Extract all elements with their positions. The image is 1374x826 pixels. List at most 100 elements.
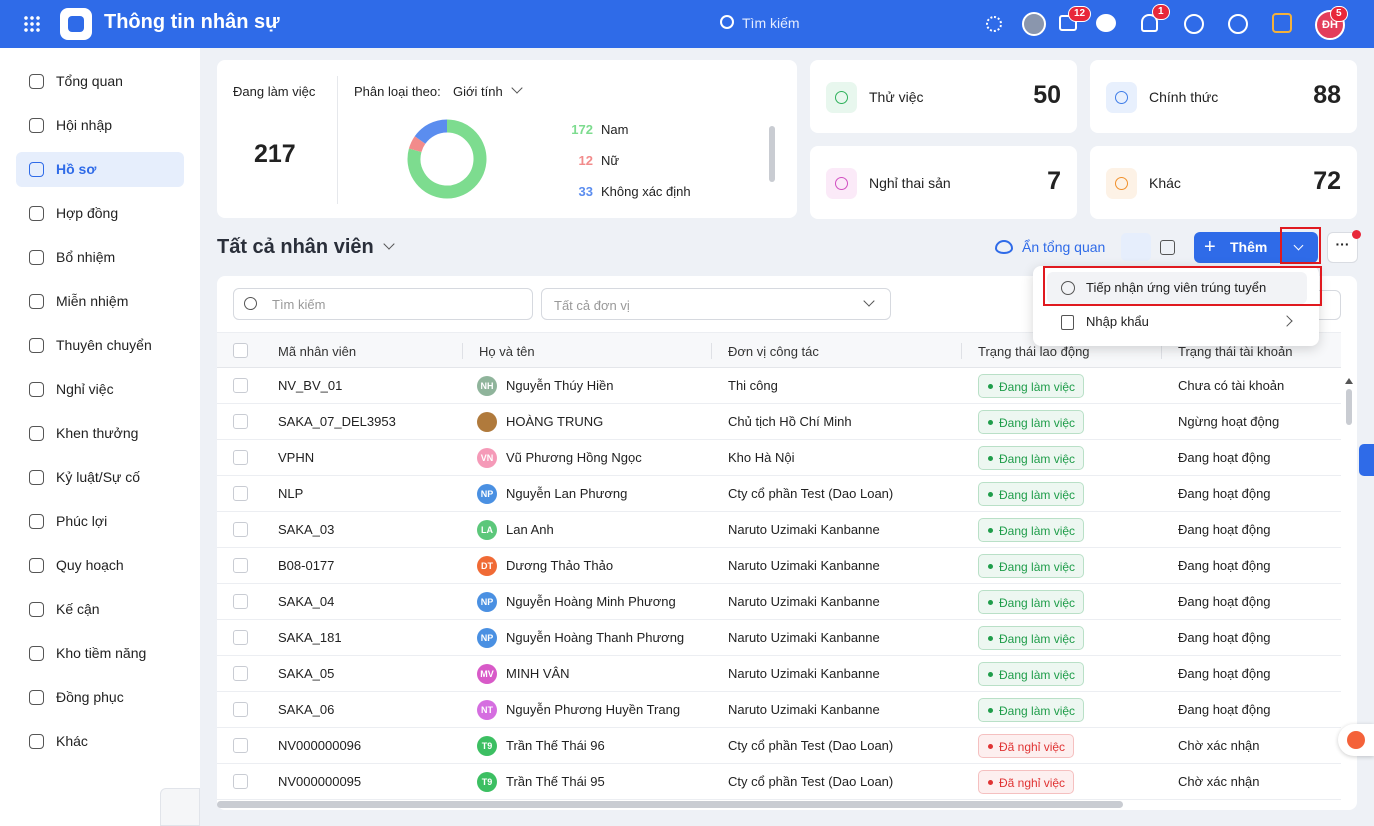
employee-code: NV_BV_01 (278, 378, 343, 393)
employee-name[interactable]: Nguyễn Lan Phương (506, 486, 628, 501)
add-button[interactable]: + Thêm (1194, 232, 1318, 263)
column-header[interactable]: Đơn vị công tác (728, 344, 819, 359)
dropdown-item[interactable]: Tiếp nhận ứng viên trúng tuyển (1047, 272, 1307, 304)
employee-name[interactable]: HOÀNG TRUNG (506, 414, 604, 429)
title-chevron[interactable] (383, 238, 395, 250)
status-count: 88 (1313, 81, 1341, 109)
hide-overview[interactable]: Ẩn tổng quan (1022, 239, 1106, 255)
employee-name[interactable]: Nguyễn Phương Huyền Trang (506, 702, 681, 717)
nav-item[interactable]: Bổ nhiệm (16, 240, 184, 275)
row-checkbox[interactable] (233, 702, 248, 717)
chevron[interactable] (511, 82, 523, 94)
chat-icon[interactable] (1096, 14, 1116, 32)
account-status: Chờ xác nhận (1178, 774, 1260, 789)
table-row[interactable]: SAKA_07_DEL3953 HOÀNG TRUNG Chủ tịch Hồ Ch… (217, 404, 1341, 440)
collapse-button[interactable] (160, 788, 200, 826)
nav-label: Hợp đồng (56, 205, 119, 221)
row-checkbox[interactable] (233, 594, 248, 609)
board-view-toggle[interactable] (1160, 240, 1175, 255)
row-checkbox[interactable] (233, 522, 248, 537)
nav-item[interactable]: Hợp đồng (16, 196, 184, 231)
employee-name[interactable]: Trần Thế Thái 95 (506, 774, 605, 789)
assistant-button[interactable] (1338, 724, 1374, 756)
table-row[interactable]: SAKA_03 LA Lan Anh Naruto Uzimaki Kanbanne Đ… (217, 512, 1341, 548)
row-checkbox[interactable] (233, 414, 248, 429)
status-card[interactable]: Nghỉ thai sản 7 (810, 146, 1077, 219)
row-checkbox[interactable] (233, 486, 248, 501)
table-row[interactable]: NV000000096 T9 Trần Thế Thái 96 Cty cổ phần… (217, 728, 1341, 764)
employee-name[interactable]: Dương Thảo Thảo (506, 558, 614, 573)
nav-item[interactable]: Phúc lợi (16, 504, 184, 539)
h-scrollbar[interactable] (217, 801, 1123, 808)
highlight-box (1280, 227, 1321, 264)
settings-icon[interactable] (986, 16, 1002, 32)
table-row[interactable]: SAKA_06 NT Nguyễn Phương Huyền Trang Naruto… (217, 692, 1341, 728)
table-row[interactable]: SAKA_181 NP Nguyễn Hoàng Thanh Phương Narut… (217, 620, 1341, 656)
table-row[interactable]: NLP NP Nguyễn Lan Phương Cty cổ phần Test (… (217, 476, 1341, 512)
employee-code: SAKA_04 (278, 594, 335, 609)
column-header[interactable]: Họ và tên (479, 344, 535, 359)
employee-name[interactable]: MINH VÂN (506, 666, 570, 681)
nav-item[interactable]: Đồng phục (16, 680, 184, 715)
row-checkbox[interactable] (233, 450, 248, 465)
nav-item[interactable]: Tổng quan (16, 64, 184, 99)
dropdown-item[interactable]: Nhập khẩu (1047, 306, 1307, 338)
nav-item[interactable]: Miễn nhiệm (16, 284, 184, 319)
apps-icon[interactable] (23, 15, 41, 33)
nav-item[interactable]: Kế cận (16, 592, 184, 627)
gift-icon[interactable] (1272, 13, 1292, 33)
column-header[interactable]: Trạng thái lao động (978, 344, 1090, 359)
table-row[interactable]: VPHN VN Vũ Phương Hồng Ngọc Kho Hà Nội Đang … (217, 440, 1341, 476)
select-all[interactable] (233, 343, 248, 358)
nav-label: Khác (56, 733, 88, 749)
row-checkbox[interactable] (233, 558, 248, 573)
nav-item[interactable]: Thuyên chuyển (16, 328, 184, 363)
row-checkbox[interactable] (233, 630, 248, 645)
more-icon[interactable] (1228, 14, 1248, 34)
nav-item[interactable]: Hồ sơ (16, 152, 184, 187)
help-icon[interactable] (1184, 14, 1204, 34)
employee-name[interactable]: Vũ Phương Hồng Ngọc (506, 450, 642, 465)
nav-label: Khen thưởng (56, 425, 139, 441)
list-view-toggle[interactable] (1121, 233, 1151, 261)
table-row[interactable]: NV_BV_01 NH Nguyễn Thúy Hiền Thi công Đang l… (217, 368, 1341, 404)
nav-item[interactable]: Nghỉ việc (16, 372, 184, 407)
column-header[interactable]: Trạng thái tài khoản (1178, 344, 1293, 359)
side-tab[interactable] (1359, 444, 1374, 476)
classify-select[interactable]: Giới tính (453, 84, 503, 99)
row-checkbox[interactable] (233, 774, 248, 789)
table-row[interactable]: SAKA_04 NP Nguyễn Hoàng Minh Phương Naruto … (217, 584, 1341, 620)
employee-name[interactable]: Trần Thế Thái 96 (506, 738, 605, 753)
global-search[interactable]: Tìm kiếm (742, 15, 800, 31)
nav-item[interactable]: Hội nhập (16, 108, 184, 143)
status-card[interactable]: Khác 72 (1090, 146, 1357, 219)
row-checkbox[interactable] (233, 666, 248, 681)
nav-label: Phúc lợi (56, 513, 108, 529)
row-checkbox[interactable] (233, 738, 248, 753)
status-card[interactable]: Thử việc 50 (810, 60, 1077, 133)
employee-name[interactable]: Nguyễn Hoàng Minh Phương (506, 594, 676, 609)
employee-name[interactable]: Lan Anh (506, 522, 554, 537)
sidebar: Tổng quan Hội nhập Hồ sơ Hợp đồng Bổ nhiệm Mi… (0, 48, 200, 826)
nav-item[interactable]: Khen thưởng (16, 416, 184, 451)
employee-name[interactable]: Nguyễn Hoàng Thanh Phương (506, 630, 685, 645)
employee-name[interactable]: Nguyễn Thúy Hiền (506, 378, 614, 393)
unit-select[interactable]: Tất cả đơn vị (541, 288, 891, 320)
status-card[interactable]: Chính thức 88 (1090, 60, 1357, 133)
nav-item[interactable]: Kho tiềm năng (16, 636, 184, 671)
nav-item[interactable]: Khác (16, 724, 184, 759)
v-scrollbar[interactable] (1346, 389, 1352, 425)
search-box[interactable]: Tìm kiếm (233, 288, 533, 320)
column-header[interactable]: Mã nhân viên (278, 344, 357, 359)
nav-label: Bổ nhiệm (56, 249, 116, 265)
bell-icon[interactable] (1141, 14, 1158, 32)
table-row[interactable]: SAKA_05 MV MINH VÂN Naruto Uzimaki Kanbanne… (217, 656, 1341, 692)
table-row[interactable]: B08-0177 DT Dương Thảo Thảo Naruto Uzimaki … (217, 548, 1341, 584)
nav-item[interactable]: Kỷ luật/Sự cố (16, 460, 184, 495)
user-photo[interactable] (1022, 12, 1046, 36)
row-checkbox[interactable] (233, 378, 248, 393)
scroll-up[interactable] (1345, 376, 1353, 384)
table-row[interactable]: NV000000095 T9 Trần Thế Thái 95 Cty cổ phần… (217, 764, 1341, 800)
list-title[interactable]: Tất cả nhân viên (217, 236, 374, 258)
nav-item[interactable]: Quy hoạch (16, 548, 184, 583)
